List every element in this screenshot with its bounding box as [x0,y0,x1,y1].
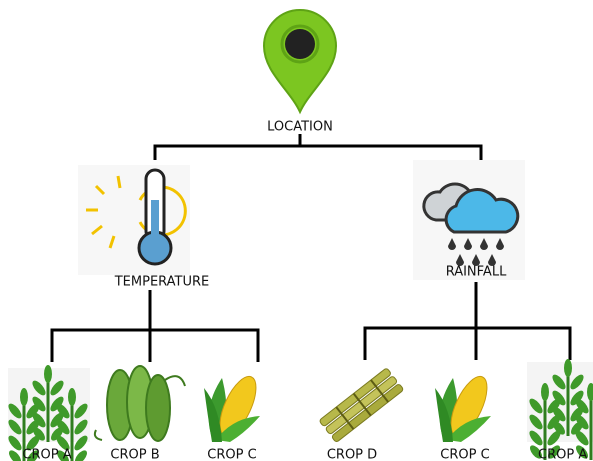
icon-part [448,238,456,250]
crop-label: CROP C [440,448,489,461]
icon-part [86,175,122,249]
icon-part [472,254,480,266]
crop-label: CROP A [22,448,71,461]
icon-part [280,24,320,64]
icon-part [145,374,171,442]
crop-b-icon [93,365,186,442]
crop-c-icon [203,371,264,443]
icon-part [335,379,389,430]
crop-a-icon [527,359,593,461]
icon-part [93,375,186,441]
icon-part [78,165,190,275]
icon-part [464,238,472,250]
crop-c-icon [434,371,495,443]
icon-part [444,188,520,234]
factor-label: TEMPERATURE [114,275,210,290]
connectors [50,134,572,362]
temperature-icon [78,165,190,275]
icon-part [434,371,495,443]
root-label: LOCATION [267,120,333,135]
crop-label: CROP C [207,448,256,461]
icon-part [363,282,572,360]
factor-label: RAINFALL [446,265,507,280]
icon-part [50,290,260,362]
crop-label: CROP A [538,448,587,461]
icon-part [448,238,504,266]
icon-part [153,134,483,160]
icon-part [203,371,264,443]
crop-label: CROP B [110,448,159,461]
icon-part [488,254,496,266]
rainfall-icon [413,160,525,280]
crop-d-icon [319,368,404,442]
location-pin [262,9,338,115]
icon-part [480,238,488,250]
icon-part [151,200,159,244]
icon-part [285,29,315,59]
icon-part [456,254,464,266]
icon-part [319,368,404,442]
crop-a-icon [6,365,90,461]
crop-label: CROP D [327,448,377,461]
icon-part [496,238,504,250]
